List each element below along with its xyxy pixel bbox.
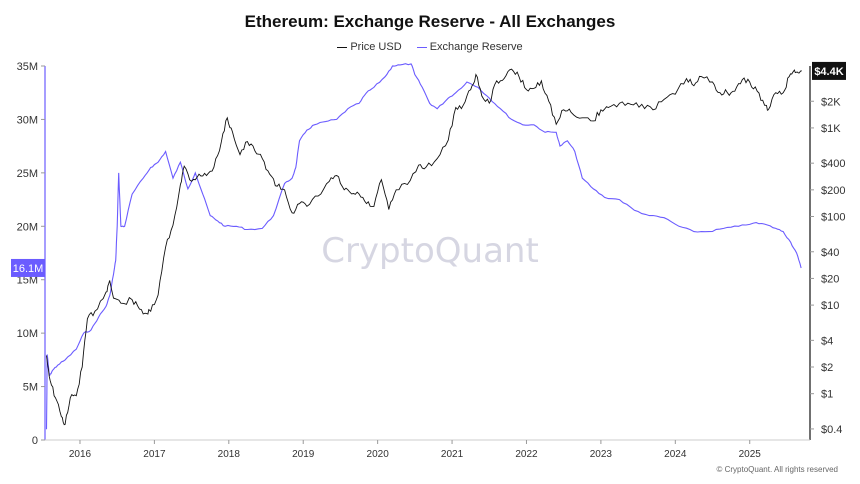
x-tick-label: 2020: [367, 449, 390, 460]
current-price-badge: [812, 61, 846, 80]
watermark-text: CryptoQuant: [321, 231, 539, 271]
x-tick-label: 2023: [590, 449, 613, 460]
y-left-tick-label: 30M: [17, 114, 38, 126]
copyright-footer: © CryptoQuant. All rights reserved: [716, 465, 839, 474]
legend-swatch-price: [337, 46, 348, 48]
x-tick-label: 2018: [218, 449, 241, 460]
y-right-tick-label: $10: [821, 300, 839, 312]
y-left-tick-label: 20M: [17, 221, 38, 233]
y-left-tick-label: 10M: [17, 328, 38, 340]
x-tick-label: 2016: [69, 449, 92, 460]
y-right-tick-label: $0.4: [821, 424, 842, 436]
x-tick-label: 2022: [515, 449, 538, 460]
y-right-tick-label: $100: [821, 212, 845, 224]
y-right-tick-label: $4: [821, 335, 833, 347]
y-right-tick-label: $20: [821, 273, 839, 285]
y-right-tick-label: $400: [821, 158, 845, 170]
y-left-tick-label: 0: [32, 435, 38, 447]
current-price-label: $4.4K: [814, 66, 843, 78]
y-right-tick-label: $40: [821, 247, 839, 259]
legend-label-reserve: Exchange Reserve: [429, 41, 523, 53]
legend-swatch-reserve: [416, 46, 427, 48]
x-tick-label: 2025: [739, 449, 762, 460]
y-right-tick-label: $1K: [821, 123, 841, 135]
x-tick-label: 2021: [441, 449, 464, 460]
y-left-tick-label: 15M: [17, 275, 38, 287]
series-line-exchange-reserve[interactable]: [45, 63, 802, 430]
legend: Price USD Exchange Reserve: [0, 41, 860, 53]
y-right-tick-label: $200: [821, 185, 845, 197]
series-line-price-usd[interactable]: [46, 68, 802, 426]
chart-title: Ethereum: Exchange Reserve - All Exchang…: [244, 12, 616, 31]
current-reserve-badge: [11, 258, 45, 277]
legend-item-reserve[interactable]: Exchange Reserve: [416, 41, 523, 53]
current-reserve-label: 16.1M: [13, 263, 44, 275]
x-tick-label: 2017: [143, 449, 166, 460]
y-right-tick-label: $2: [821, 362, 833, 374]
y-right-tick-label: $2K: [821, 96, 841, 108]
y-left-tick-label: 25M: [17, 168, 38, 180]
x-tick-label: 2019: [292, 449, 315, 460]
y-left-tick-label: 35M: [17, 61, 38, 73]
y-left-tick-label: 5M: [23, 382, 38, 394]
legend-label-price: Price USD: [350, 41, 402, 53]
x-tick-label: 2024: [664, 449, 687, 460]
y-right-tick-label: $1: [821, 389, 833, 401]
legend-item-price[interactable]: Price USD: [337, 41, 402, 53]
